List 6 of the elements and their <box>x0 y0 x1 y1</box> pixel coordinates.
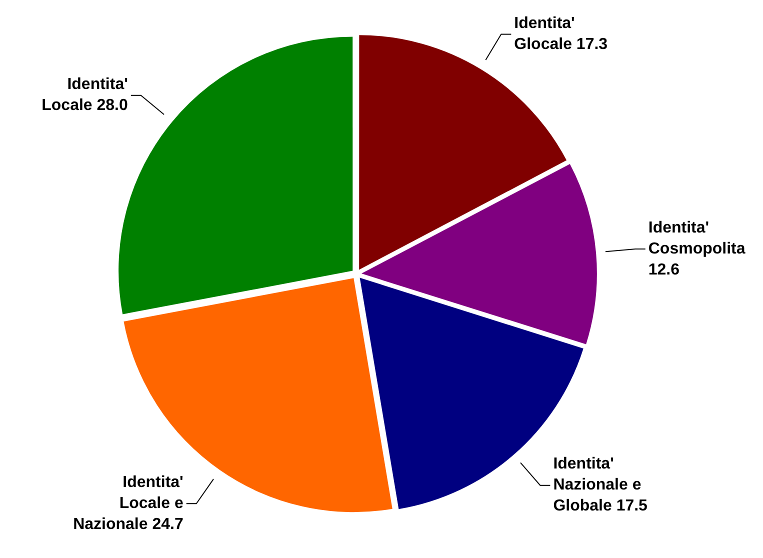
data-label: 12.6 <box>648 261 680 278</box>
slice-label: Identita' Locale e Nazionale 24.7 <box>73 474 184 534</box>
slice-label: Identita' Glocale 17.3 <box>514 15 608 54</box>
slice-label: Identita' Cosmopolita <box>648 219 746 258</box>
slice-label: Identita' Locale 28.0 <box>42 76 128 114</box>
slice-label: Identita' Nazionale e Globale 17.5 <box>553 456 648 515</box>
